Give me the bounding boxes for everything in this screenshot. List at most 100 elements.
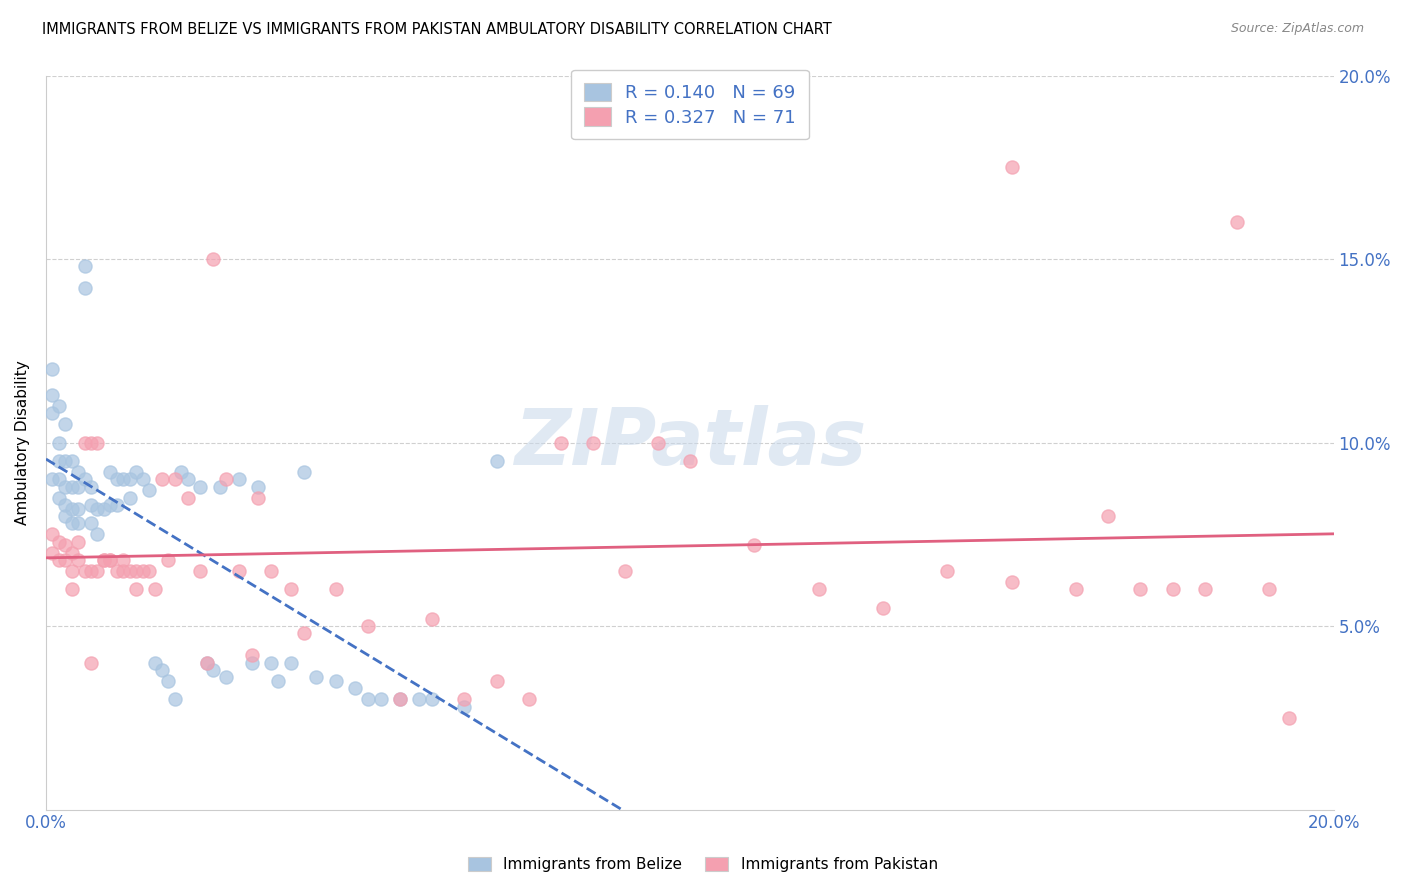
Point xyxy=(936,564,959,578)
Point xyxy=(53,454,76,468)
Point xyxy=(131,472,153,486)
Point xyxy=(872,600,894,615)
Point xyxy=(93,501,115,516)
Point xyxy=(98,498,121,512)
Point xyxy=(485,454,508,468)
Point xyxy=(1001,161,1024,175)
Point xyxy=(247,491,270,505)
Point xyxy=(145,656,167,670)
Point xyxy=(41,406,63,420)
Point xyxy=(292,626,315,640)
Point xyxy=(53,538,76,552)
Point xyxy=(420,612,443,626)
Point xyxy=(517,692,540,706)
Point xyxy=(125,582,148,597)
Point xyxy=(67,553,90,567)
Point xyxy=(215,670,238,684)
Point xyxy=(86,501,108,516)
Point xyxy=(60,564,83,578)
Point xyxy=(1226,215,1249,229)
Point xyxy=(48,435,70,450)
Point xyxy=(41,362,63,376)
Point xyxy=(357,692,380,706)
Point xyxy=(112,472,135,486)
Point xyxy=(145,582,167,597)
Point xyxy=(105,472,128,486)
Point xyxy=(370,692,392,706)
Point xyxy=(118,564,141,578)
Point xyxy=(190,564,212,578)
Point xyxy=(1258,582,1281,597)
Point xyxy=(98,553,121,567)
Point xyxy=(73,260,96,274)
Point xyxy=(125,564,148,578)
Point xyxy=(1194,582,1216,597)
Point xyxy=(267,674,290,689)
Legend: R = 0.140   N = 69, R = 0.327   N = 71: R = 0.140 N = 69, R = 0.327 N = 71 xyxy=(571,70,808,139)
Point xyxy=(112,553,135,567)
Point xyxy=(53,417,76,432)
Point xyxy=(53,479,76,493)
Point xyxy=(86,564,108,578)
Point xyxy=(53,553,76,567)
Point xyxy=(48,553,70,567)
Point xyxy=(292,465,315,479)
Point xyxy=(420,692,443,706)
Point xyxy=(1001,574,1024,589)
Point xyxy=(647,435,669,450)
Point xyxy=(60,582,83,597)
Point xyxy=(60,546,83,560)
Point xyxy=(453,699,475,714)
Point xyxy=(48,454,70,468)
Point xyxy=(453,692,475,706)
Point xyxy=(73,472,96,486)
Point xyxy=(163,472,186,486)
Point xyxy=(280,656,302,670)
Point xyxy=(80,564,103,578)
Point xyxy=(138,564,160,578)
Point xyxy=(73,435,96,450)
Point xyxy=(48,491,70,505)
Point xyxy=(93,553,115,567)
Point xyxy=(550,435,572,450)
Point xyxy=(73,281,96,295)
Point xyxy=(305,670,328,684)
Point xyxy=(48,399,70,413)
Point xyxy=(240,656,263,670)
Point xyxy=(240,648,263,663)
Point xyxy=(679,454,702,468)
Point xyxy=(150,472,173,486)
Point xyxy=(41,388,63,402)
Point xyxy=(67,516,90,531)
Point xyxy=(41,472,63,486)
Point xyxy=(260,564,283,578)
Point xyxy=(202,663,225,677)
Point xyxy=(67,534,90,549)
Text: IMMIGRANTS FROM BELIZE VS IMMIGRANTS FROM PAKISTAN AMBULATORY DISABILITY CORRELA: IMMIGRANTS FROM BELIZE VS IMMIGRANTS FRO… xyxy=(42,22,832,37)
Point xyxy=(86,527,108,541)
Point xyxy=(67,479,90,493)
Point xyxy=(228,564,250,578)
Point xyxy=(389,692,412,706)
Point xyxy=(80,498,103,512)
Point xyxy=(60,516,83,531)
Point xyxy=(118,491,141,505)
Text: Source: ZipAtlas.com: Source: ZipAtlas.com xyxy=(1230,22,1364,36)
Point xyxy=(325,674,347,689)
Point xyxy=(53,498,76,512)
Y-axis label: Ambulatory Disability: Ambulatory Disability xyxy=(15,360,30,524)
Point xyxy=(93,553,115,567)
Point xyxy=(247,479,270,493)
Point xyxy=(73,564,96,578)
Point xyxy=(105,498,128,512)
Point xyxy=(195,656,218,670)
Point xyxy=(138,483,160,498)
Point xyxy=(60,454,83,468)
Point xyxy=(260,656,283,670)
Point xyxy=(408,692,430,706)
Point xyxy=(86,435,108,450)
Point xyxy=(190,479,212,493)
Point xyxy=(60,479,83,493)
Point xyxy=(60,501,83,516)
Point xyxy=(131,564,153,578)
